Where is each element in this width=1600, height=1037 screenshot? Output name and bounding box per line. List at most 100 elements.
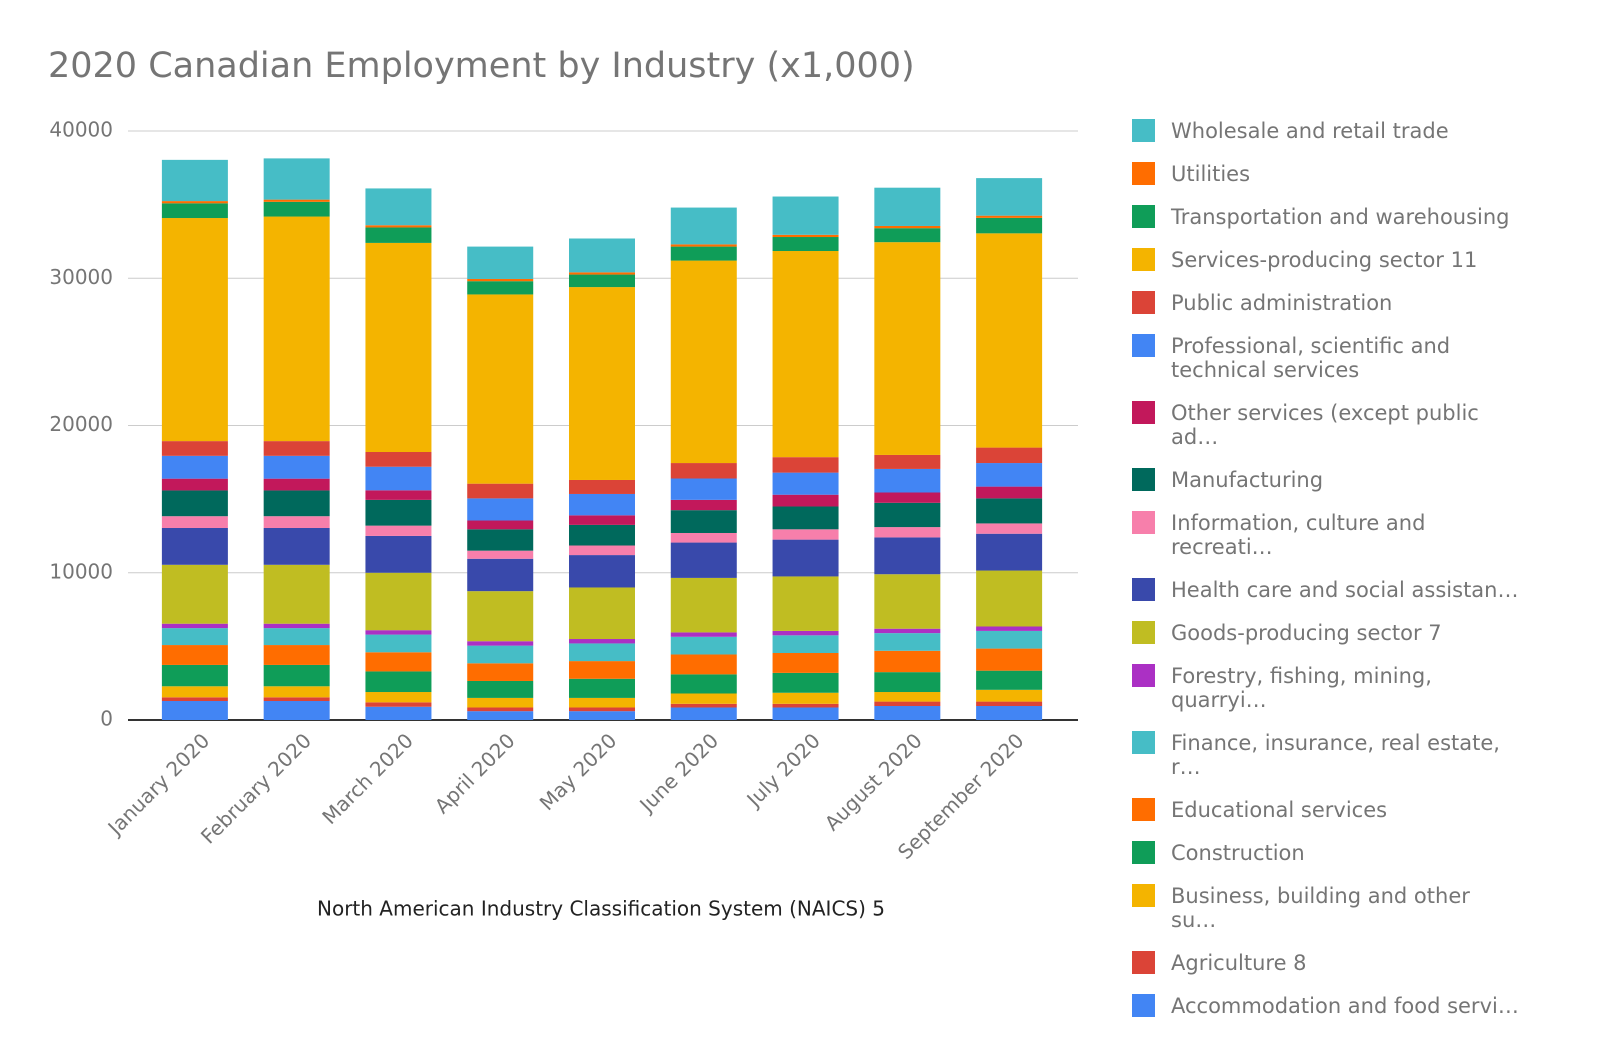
- legend-label: Information, culture and recreati…: [1171, 511, 1426, 559]
- x-tick-label: February 2020: [196, 728, 316, 848]
- legend-item: Finance, insurance, real estate, r…: [1132, 731, 1521, 798]
- bar-segment: [467, 278, 534, 282]
- bar-segment: [263, 216, 330, 442]
- legend-label: Educational services: [1171, 798, 1388, 822]
- bar-segment: [263, 478, 330, 491]
- bar-segment: [670, 703, 737, 708]
- bar-segment: [670, 542, 737, 578]
- legend-label: Utilities: [1171, 162, 1251, 186]
- legend-item: Agriculture 8: [1132, 951, 1521, 994]
- bar-segment: [467, 645, 534, 664]
- bar-segment: [263, 701, 330, 720]
- bar-segment: [467, 498, 534, 521]
- bar-segment: [467, 680, 534, 698]
- bar-segment: [569, 493, 635, 516]
- legend-label: Construction: [1171, 841, 1305, 865]
- legend-swatch: [1132, 578, 1155, 601]
- bar-segment: [670, 510, 737, 533]
- bar-segment: [670, 632, 737, 637]
- bar-segment: [263, 564, 330, 624]
- bar-segment: [467, 711, 534, 720]
- bar-segment: [467, 246, 534, 279]
- bar-segment: [467, 520, 534, 530]
- bar-segment: [161, 645, 228, 665]
- bar-segment: [467, 591, 534, 642]
- bar-segment: [365, 188, 432, 226]
- bar-segment: [874, 527, 941, 538]
- bar-segment: [161, 701, 228, 720]
- bar-segment: [365, 227, 432, 243]
- bar-segment: [569, 524, 635, 546]
- legend-label: Manufacturing: [1171, 468, 1324, 492]
- bar-segment: [467, 707, 534, 712]
- bar-segment: [772, 237, 839, 252]
- legend-label: Public administration: [1171, 291, 1393, 315]
- legend-swatch: [1132, 291, 1155, 314]
- bar-segment: [670, 260, 737, 464]
- bar-segment: [874, 706, 941, 720]
- legend-item: Utilities: [1132, 162, 1521, 205]
- bar-segment: [161, 564, 228, 624]
- chart: 2020 Canadian Employment by Industry (x1…: [48, 46, 1078, 921]
- bar-segment: [976, 670, 1043, 690]
- bar-segment: [976, 648, 1043, 671]
- bar-segment: [569, 287, 635, 480]
- bar-segment: [976, 689, 1043, 702]
- bar-segment: [772, 692, 839, 704]
- bar-segment: [670, 478, 737, 500]
- bar-segment: [467, 558, 534, 592]
- bar-segment: [976, 217, 1043, 234]
- bar-segment: [365, 706, 432, 720]
- bar-segment: [161, 201, 228, 204]
- bar-segment: [161, 686, 228, 698]
- bar-segment: [467, 663, 534, 681]
- bar-segment: [365, 225, 432, 228]
- x-tick-label: June 2020: [634, 728, 724, 818]
- bar-segment: [874, 672, 941, 693]
- bar-segment: [467, 550, 534, 559]
- bar-segment: [772, 234, 839, 238]
- bar-segment: [263, 441, 330, 456]
- bar-segment: [161, 159, 228, 202]
- bar-segment: [976, 630, 1043, 649]
- legend-item: Transportation and warehousing: [1132, 205, 1521, 248]
- bar-segment: [467, 294, 534, 484]
- bar-segment: [365, 535, 432, 573]
- bar-segment: [365, 452, 432, 467]
- bar-segment: [263, 490, 330, 517]
- bar-segment: [569, 661, 635, 679]
- legend-item: Health care and social assistan…: [1132, 578, 1521, 621]
- legend-swatch: [1132, 664, 1155, 687]
- bar-segment: [365, 652, 432, 672]
- bar-segment: [772, 653, 839, 673]
- bar-segment: [670, 246, 737, 261]
- bar-segment: [365, 702, 432, 707]
- bar-segment: [670, 636, 737, 655]
- bar-segment: [874, 242, 941, 455]
- bar-segment: [976, 498, 1043, 524]
- bar-segment: [874, 492, 941, 503]
- bar-segment: [772, 635, 839, 654]
- bar-segment: [670, 532, 737, 543]
- legend-label: Services-producing sector 11: [1171, 248, 1478, 272]
- bar-segment: [874, 187, 941, 226]
- bar-segment: [874, 468, 941, 493]
- bar-segment: [365, 242, 432, 453]
- bar-segment: [670, 707, 737, 720]
- legend-label: Finance, insurance, real estate, r…: [1171, 731, 1500, 779]
- bar-segment: [569, 238, 635, 273]
- bar-segment: [569, 272, 635, 275]
- bar-segment: [161, 203, 228, 219]
- legend-item: Educational services: [1132, 798, 1521, 841]
- legend-swatch: [1132, 334, 1155, 357]
- legend-label: Wholesale and retail trade: [1171, 119, 1449, 143]
- bar-segment: [569, 587, 635, 640]
- bar-segment: [976, 701, 1043, 707]
- legend-swatch: [1132, 884, 1155, 907]
- bar-segment: [569, 479, 635, 494]
- bar-segment: [772, 506, 839, 530]
- bar-segment: [976, 533, 1043, 571]
- legend-item: Information, culture and recreati…: [1132, 511, 1521, 578]
- bar-segment: [365, 490, 432, 500]
- chart-title: 2020 Canadian Employment by Industry (x1…: [48, 46, 915, 86]
